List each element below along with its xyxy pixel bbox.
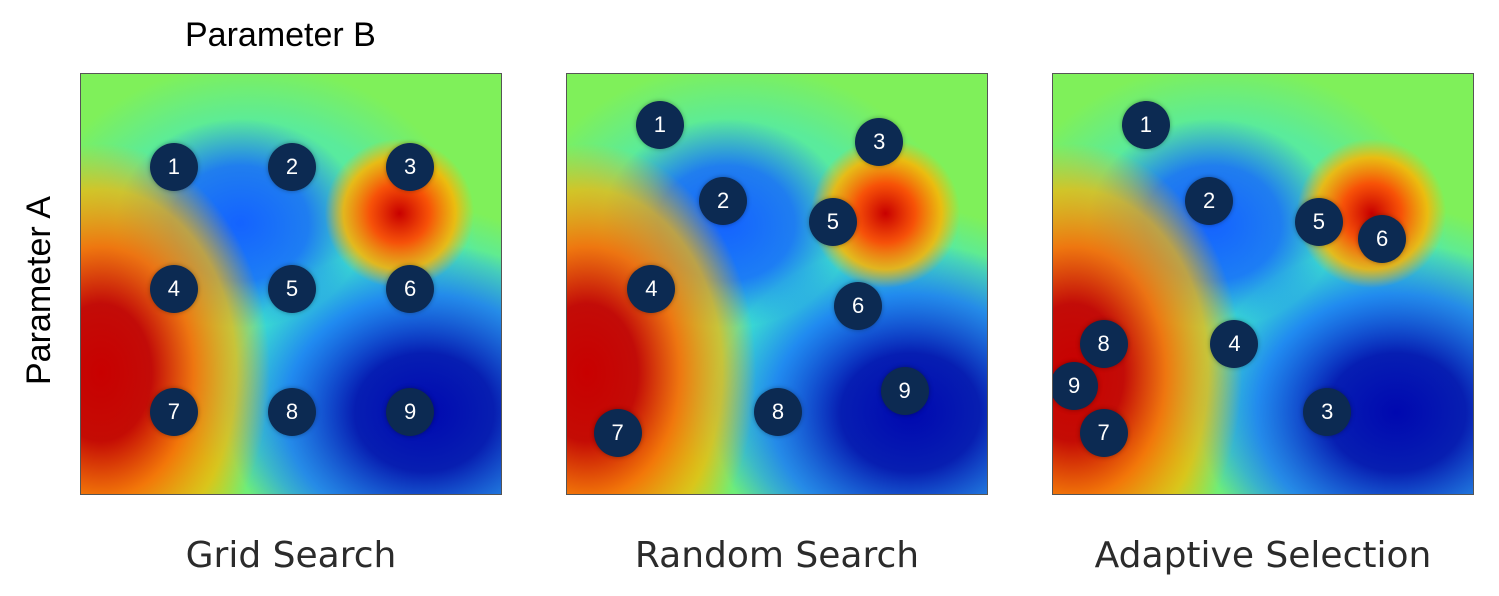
heatmap-region [1197, 243, 1473, 494]
sample-point-marker: 5 [1294, 197, 1343, 246]
sample-point-marker: 3 [855, 117, 904, 166]
sample-point-marker: 3 [1303, 387, 1352, 436]
sample-point-marker: 3 [386, 142, 435, 191]
sample-point-marker: 2 [699, 176, 748, 225]
sample-point-marker: 4 [627, 265, 676, 314]
sample-point-marker: 7 [149, 387, 198, 436]
grid-search-caption: Grid Search [185, 535, 397, 576]
sample-point-marker: 1 [1121, 100, 1170, 149]
sample-point-marker: 7 [1079, 408, 1128, 457]
random-search-caption: Random Search [634, 535, 920, 576]
sample-point-marker: 8 [268, 387, 316, 436]
heatmap-region [567, 143, 757, 494]
parameter-b-axis-label: Parameter B [185, 16, 376, 54]
sample-point-marker: 4 [149, 265, 198, 314]
sample-point-marker: 4 [1210, 320, 1259, 369]
grid-search-panel: 1 2 3 4 5 6 7 8 9 [80, 73, 502, 495]
sample-point-marker: 1 [635, 100, 684, 149]
heatmap-region [81, 143, 271, 494]
heatmap-region [324, 138, 475, 288]
sample-point-marker: 2 [268, 142, 316, 191]
sample-point-marker: 6 [1358, 214, 1407, 263]
heatmap-region [1053, 143, 1243, 494]
sample-point-marker: 1 [149, 142, 198, 191]
sample-point-marker: 7 [593, 408, 642, 457]
parameter-a-axis-label: Parameter A [20, 196, 58, 385]
heatmap-background [1053, 74, 1473, 494]
sample-point-marker: 8 [754, 387, 802, 436]
sample-point-marker: 9 [1053, 362, 1099, 411]
sample-point-marker: 8 [1079, 320, 1128, 369]
adaptive-selection-caption: Adaptive Selection [1094, 535, 1432, 576]
heatmap-region [810, 138, 961, 288]
heatmap-region [1296, 138, 1447, 288]
sample-point-marker: 6 [386, 265, 435, 314]
sample-point-marker: 5 [808, 197, 857, 246]
sample-point-marker: 6 [834, 282, 883, 331]
sample-point-marker: 2 [1185, 176, 1234, 225]
sample-point-marker: 5 [268, 265, 316, 314]
sample-point-marker: 9 [386, 387, 435, 436]
sample-point-marker: 9 [880, 366, 929, 415]
